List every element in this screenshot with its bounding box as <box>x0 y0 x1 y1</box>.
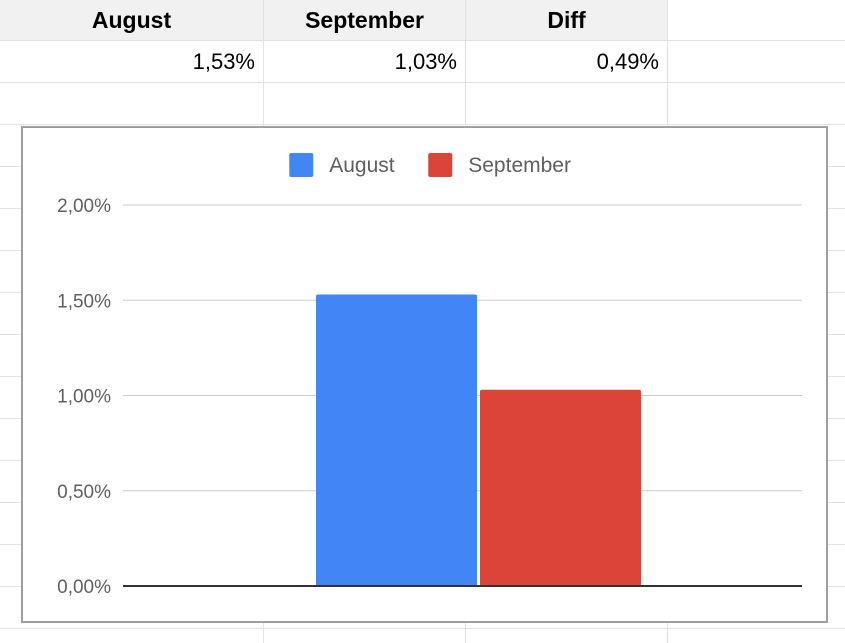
grid-row-line <box>0 40 845 41</box>
legend-swatch-september <box>428 153 453 177</box>
legend-swatch-august <box>289 153 314 177</box>
cell-august-value[interactable]: 1,53% <box>192 48 255 74</box>
y-tick-label: 0,50% <box>57 482 111 503</box>
cell-diff-value[interactable]: 0,49% <box>596 48 659 74</box>
y-tick-label: 1,50% <box>57 291 111 312</box>
bar-chart-svg: 0,00% 0,50% 1,00% 1,50% 2,00% August September <box>57 153 802 598</box>
bar-september <box>480 389 641 586</box>
cell-september-value[interactable]: 1,03% <box>394 48 457 74</box>
legend-label-september: September <box>468 154 571 177</box>
grid-row-line <box>0 628 845 629</box>
y-tick-label: 0,00% <box>57 577 111 598</box>
header-cell-diff[interactable]: Diff <box>466 0 667 40</box>
legend-label-august: August <box>329 154 395 177</box>
header-cell-september[interactable]: September <box>264 0 465 40</box>
grid-row-line <box>0 124 845 125</box>
embedded-chart[interactable]: 0,00% 0,50% 1,00% 1,50% 2,00% August September <box>21 126 828 623</box>
y-tick-label: 2,00% <box>57 196 111 217</box>
header-cell-august[interactable]: August <box>0 0 263 40</box>
bar-august <box>316 294 477 586</box>
grid-row-line <box>0 82 845 83</box>
y-tick-label: 1,00% <box>57 387 111 408</box>
